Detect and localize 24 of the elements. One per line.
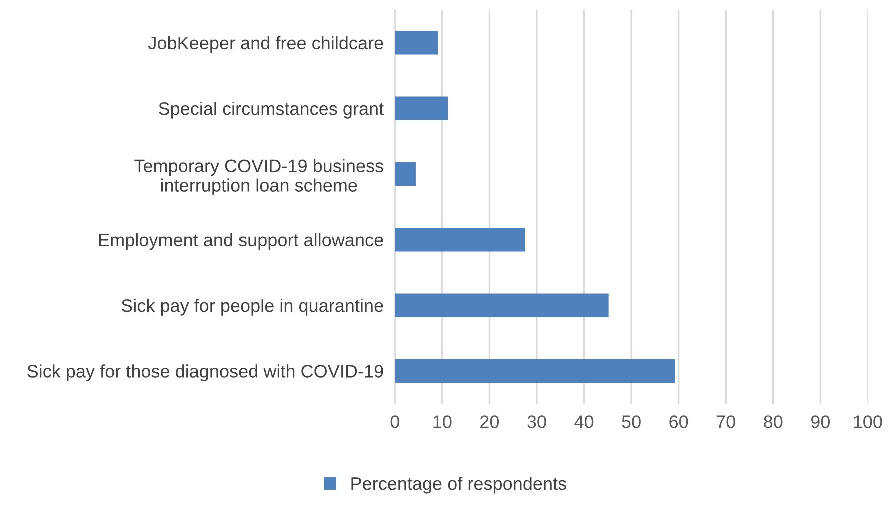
x-tick-label: 70 — [716, 416, 736, 428]
x-tick-label: 90 — [811, 416, 830, 428]
x-tick-label: 50 — [622, 416, 641, 428]
bar — [395, 31, 438, 55]
y-tick-label: Temporary COVID-19 business interruption loan scheme — [134, 159, 384, 196]
y-tick-label: Special circumstances grant — [159, 102, 384, 119]
bar — [395, 96, 448, 120]
x-tick-label: 60 — [670, 416, 688, 428]
bar — [395, 359, 676, 383]
legend-label: Percentage of respondents — [352, 476, 566, 494]
y-tick-label: JobKeeper and free childcare — [148, 36, 384, 54]
x-tick-label: 30 — [528, 416, 546, 428]
y-tick-label: Employment and support allowance — [100, 233, 384, 250]
bar — [395, 162, 416, 186]
x-tick-label: 100 — [854, 416, 882, 428]
bar — [395, 228, 526, 252]
y-tick-label: Sick pay for people in quarantine — [122, 298, 384, 316]
x-tick-label: 40 — [574, 416, 594, 428]
x-tick-label: 10 — [434, 416, 452, 428]
x-tick-label: 20 — [480, 416, 500, 428]
y-tick-label: Sick pay for those diagnosed with COVID-19 — [28, 364, 384, 382]
bar — [395, 294, 609, 318]
x-tick-label: 0 — [390, 416, 400, 428]
x-tick-label: 80 — [764, 416, 783, 428]
